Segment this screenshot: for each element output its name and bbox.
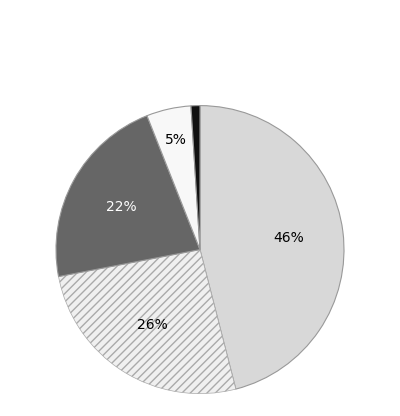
Text: 5%: 5% xyxy=(164,133,186,147)
Wedge shape xyxy=(56,116,200,277)
Wedge shape xyxy=(200,106,344,389)
Text: 1%: 1% xyxy=(184,73,206,87)
Text: 22%: 22% xyxy=(106,200,137,213)
Text: 46%: 46% xyxy=(273,231,304,245)
Wedge shape xyxy=(58,250,236,394)
Wedge shape xyxy=(191,106,200,250)
Wedge shape xyxy=(147,106,200,250)
Text: 26%: 26% xyxy=(137,318,168,332)
